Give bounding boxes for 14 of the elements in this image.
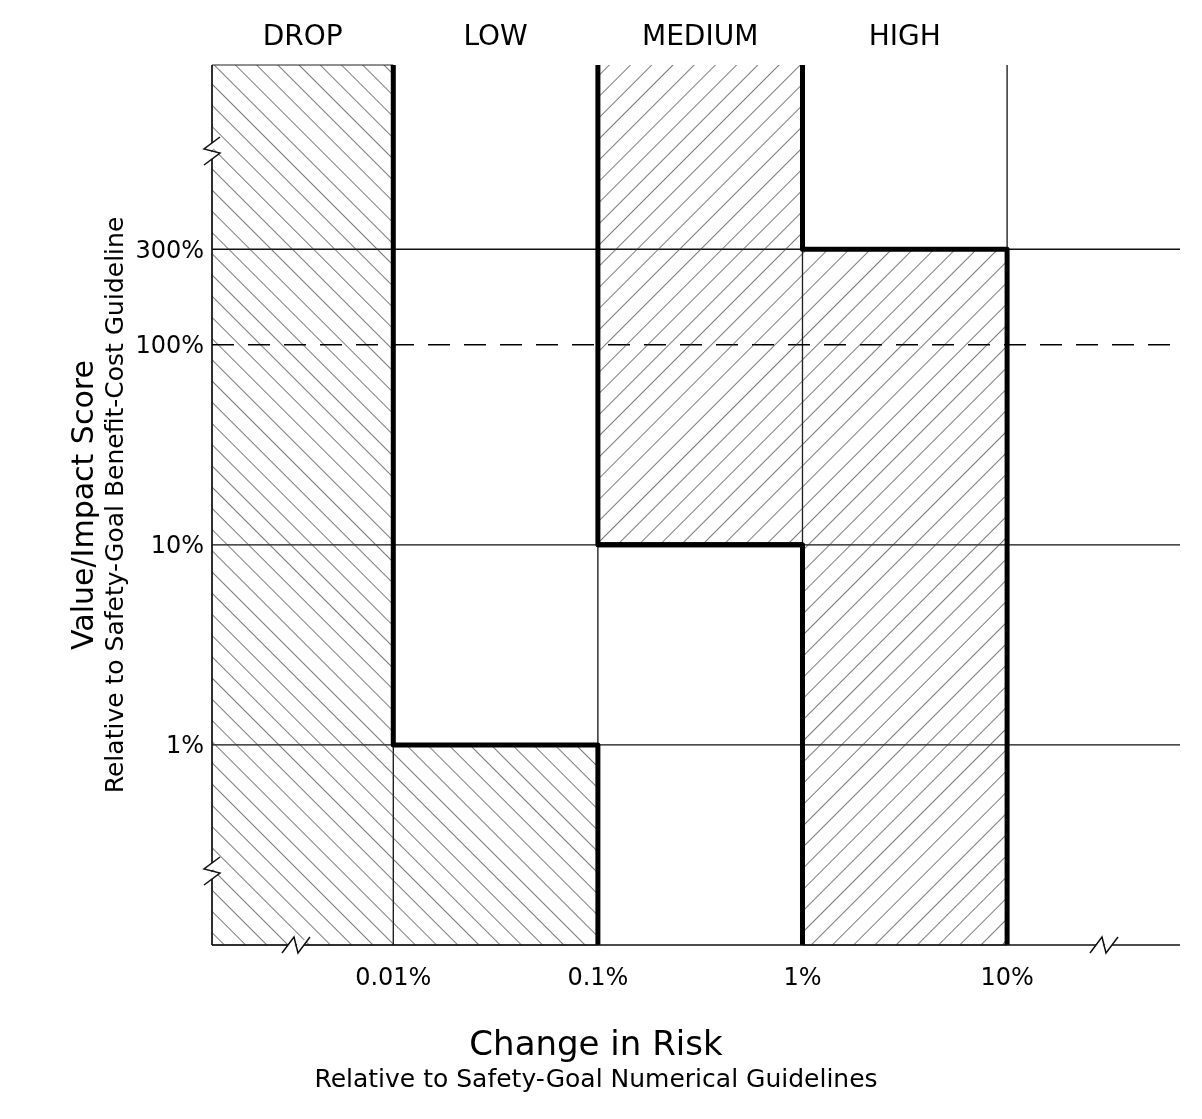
x-axis-title: Change in Risk Relative to Safety-Goal Numerical Guidelines — [314, 1023, 878, 1093]
x-tick-label: 10% — [980, 963, 1034, 991]
y-tick-label: 10% — [150, 531, 204, 560]
y-tick-label: 1% — [165, 731, 204, 760]
text: LOW — [463, 19, 528, 52]
y-tick-label: 300% — [135, 235, 204, 264]
x-tick-label: 0.01% — [355, 963, 432, 991]
y-axis-title: Value/Impact Score Relative to Safety-Goal Benefit-Cost Guideline — [65, 216, 129, 794]
x-tick-label: 0.1% — [567, 963, 629, 991]
text: MEDIUM — [642, 19, 759, 52]
text: DROP — [262, 19, 343, 52]
y-tick-label: 100% — [135, 331, 204, 360]
text: HIGH — [868, 19, 941, 52]
x-tick-label: 1% — [783, 963, 822, 991]
